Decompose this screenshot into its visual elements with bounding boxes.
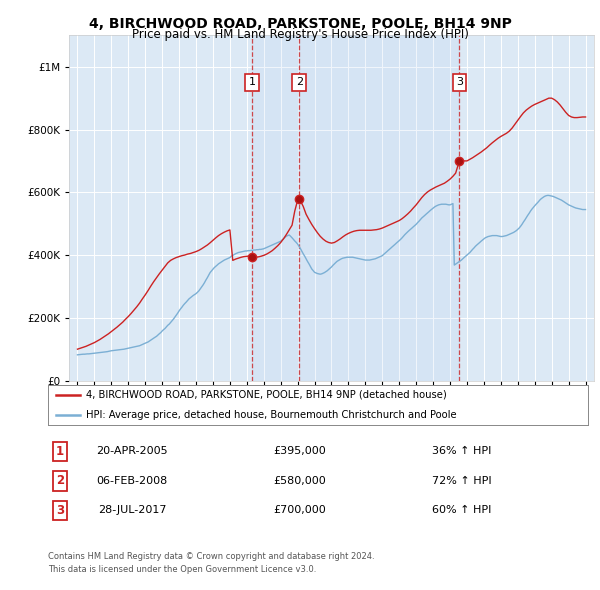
Text: 3: 3 [456, 77, 463, 87]
Text: 4, BIRCHWOOD ROAD, PARKSTONE, POOLE, BH14 9NP: 4, BIRCHWOOD ROAD, PARKSTONE, POOLE, BH1… [89, 17, 511, 31]
Text: 2: 2 [56, 474, 64, 487]
Text: Price paid vs. HM Land Registry's House Price Index (HPI): Price paid vs. HM Land Registry's House … [131, 28, 469, 41]
Text: Contains HM Land Registry data © Crown copyright and database right 2024.: Contains HM Land Registry data © Crown c… [48, 552, 374, 560]
Text: This data is licensed under the Open Government Licence v3.0.: This data is licensed under the Open Gov… [48, 565, 316, 574]
Bar [252, 35, 299, 381]
Text: 1: 1 [56, 445, 64, 458]
Bar [299, 35, 460, 381]
Text: £580,000: £580,000 [274, 476, 326, 486]
Text: 1: 1 [248, 77, 256, 87]
Text: 36% ↑ HPI: 36% ↑ HPI [432, 447, 491, 456]
Text: HPI: Average price, detached house, Bournemouth Christchurch and Poole: HPI: Average price, detached house, Bour… [86, 410, 457, 419]
Text: 4, BIRCHWOOD ROAD, PARKSTONE, POOLE, BH14 9NP (detached house): 4, BIRCHWOOD ROAD, PARKSTONE, POOLE, BH1… [86, 390, 446, 399]
Text: 28-JUL-2017: 28-JUL-2017 [98, 506, 166, 515]
Text: 2: 2 [296, 77, 303, 87]
Text: 06-FEB-2008: 06-FEB-2008 [97, 476, 167, 486]
Text: 20-APR-2005: 20-APR-2005 [96, 447, 168, 456]
Text: £700,000: £700,000 [274, 506, 326, 515]
Text: 60% ↑ HPI: 60% ↑ HPI [432, 506, 491, 515]
Text: 72% ↑ HPI: 72% ↑ HPI [432, 476, 491, 486]
Text: £395,000: £395,000 [274, 447, 326, 456]
Text: 3: 3 [56, 504, 64, 517]
